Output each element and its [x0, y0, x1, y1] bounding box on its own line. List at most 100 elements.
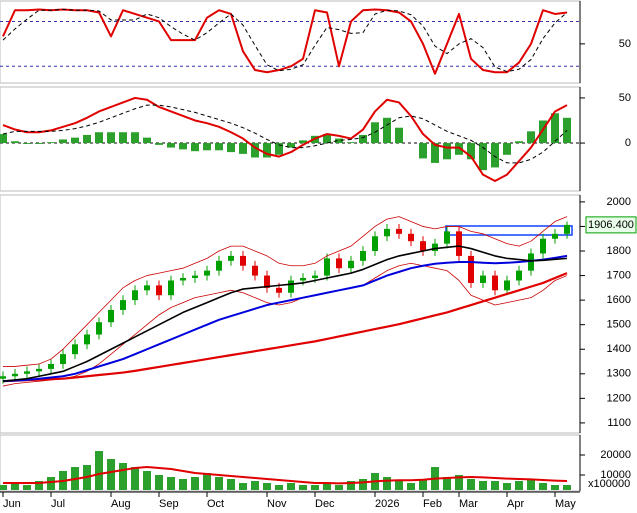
bar — [251, 143, 259, 158]
bar — [131, 132, 139, 144]
y-tick-label: 20000 — [600, 449, 631, 461]
candle-body — [552, 233, 558, 239]
line-series — [3, 216, 568, 367]
x-tick-label: Feb — [423, 498, 442, 510]
bar — [215, 477, 223, 490]
bar — [59, 139, 67, 144]
candle-body — [240, 255, 246, 266]
bar — [11, 141, 19, 144]
bar — [119, 132, 127, 144]
candle-body — [60, 354, 66, 364]
bar — [95, 132, 103, 144]
x-tick-label: Oct — [207, 498, 224, 510]
bar — [335, 138, 343, 144]
bar — [407, 483, 415, 490]
bar — [455, 143, 463, 155]
bar — [107, 459, 115, 490]
x-tick-label: May — [555, 498, 576, 510]
bar — [191, 143, 199, 152]
bar — [95, 451, 103, 490]
bar — [155, 143, 163, 145]
bar — [167, 143, 175, 148]
candle-body — [180, 278, 186, 281]
y-tick-label: 1300 — [607, 368, 631, 380]
x-tick-label: Jun — [3, 498, 21, 510]
candle-body — [504, 280, 510, 291]
candle-body — [396, 228, 402, 234]
bar — [443, 143, 451, 160]
y-tick-label: 1800 — [607, 245, 631, 257]
bar — [227, 479, 235, 490]
bar — [503, 483, 511, 490]
bar — [359, 134, 367, 144]
bar — [335, 485, 343, 490]
bar — [83, 134, 91, 144]
bar — [323, 134, 331, 144]
candle-body — [108, 309, 114, 323]
bar — [347, 142, 355, 144]
candle-body — [264, 275, 270, 288]
line-series — [2, 8, 568, 75]
candle-body — [276, 287, 282, 293]
bar — [203, 143, 211, 151]
candle-body — [144, 285, 150, 291]
bar — [491, 143, 499, 168]
bar — [47, 142, 55, 144]
bar — [527, 131, 535, 144]
line-series — [2, 8, 568, 73]
bar — [251, 481, 259, 490]
line-series — [2, 104, 568, 164]
plot-area — [0, 216, 570, 387]
bar — [347, 481, 355, 490]
bar — [359, 479, 367, 490]
x-tick-label: Mar — [459, 498, 478, 510]
candle-body — [516, 270, 522, 281]
candle-body — [84, 334, 90, 345]
bar — [23, 485, 31, 490]
candle-body — [480, 275, 486, 283]
bar — [311, 485, 319, 490]
candle-body — [324, 258, 330, 276]
bar — [479, 143, 487, 171]
candle-body — [528, 253, 534, 271]
bar — [167, 477, 175, 490]
bar — [383, 477, 391, 490]
candle-body — [564, 224, 570, 234]
y-tick-label: 1600 — [607, 294, 631, 306]
candle-body — [372, 236, 378, 252]
bar — [443, 477, 451, 490]
last-price-label: 1906.400 — [588, 219, 634, 231]
bar — [479, 481, 487, 490]
bar — [0, 485, 7, 490]
bar — [11, 483, 19, 490]
candle-body — [156, 285, 162, 296]
bar — [0, 134, 7, 144]
candle-body — [468, 255, 474, 283]
candle-body — [96, 322, 102, 335]
line-series — [3, 466, 568, 485]
bar — [323, 483, 331, 490]
bar — [431, 143, 439, 163]
candle-body — [192, 275, 198, 279]
bar — [23, 143, 31, 144]
bar — [143, 471, 151, 490]
panel-frame — [0, 0, 581, 84]
candle-body — [384, 228, 390, 237]
line-series — [2, 245, 568, 382]
bar — [263, 483, 271, 490]
candle-body — [300, 278, 306, 281]
candle-body — [12, 373, 18, 377]
y-tick-label: 1700 — [607, 269, 631, 281]
x-tick-label: 2026 — [375, 498, 399, 510]
y-tick-label: 10000 — [600, 469, 631, 481]
candle-body — [420, 241, 426, 252]
candle-body — [348, 260, 354, 269]
bar — [455, 475, 463, 490]
bar — [395, 127, 403, 144]
plot-area — [0, 451, 571, 490]
x-tick-label: Apr — [507, 498, 524, 510]
bar — [191, 477, 199, 490]
bar — [71, 137, 79, 144]
